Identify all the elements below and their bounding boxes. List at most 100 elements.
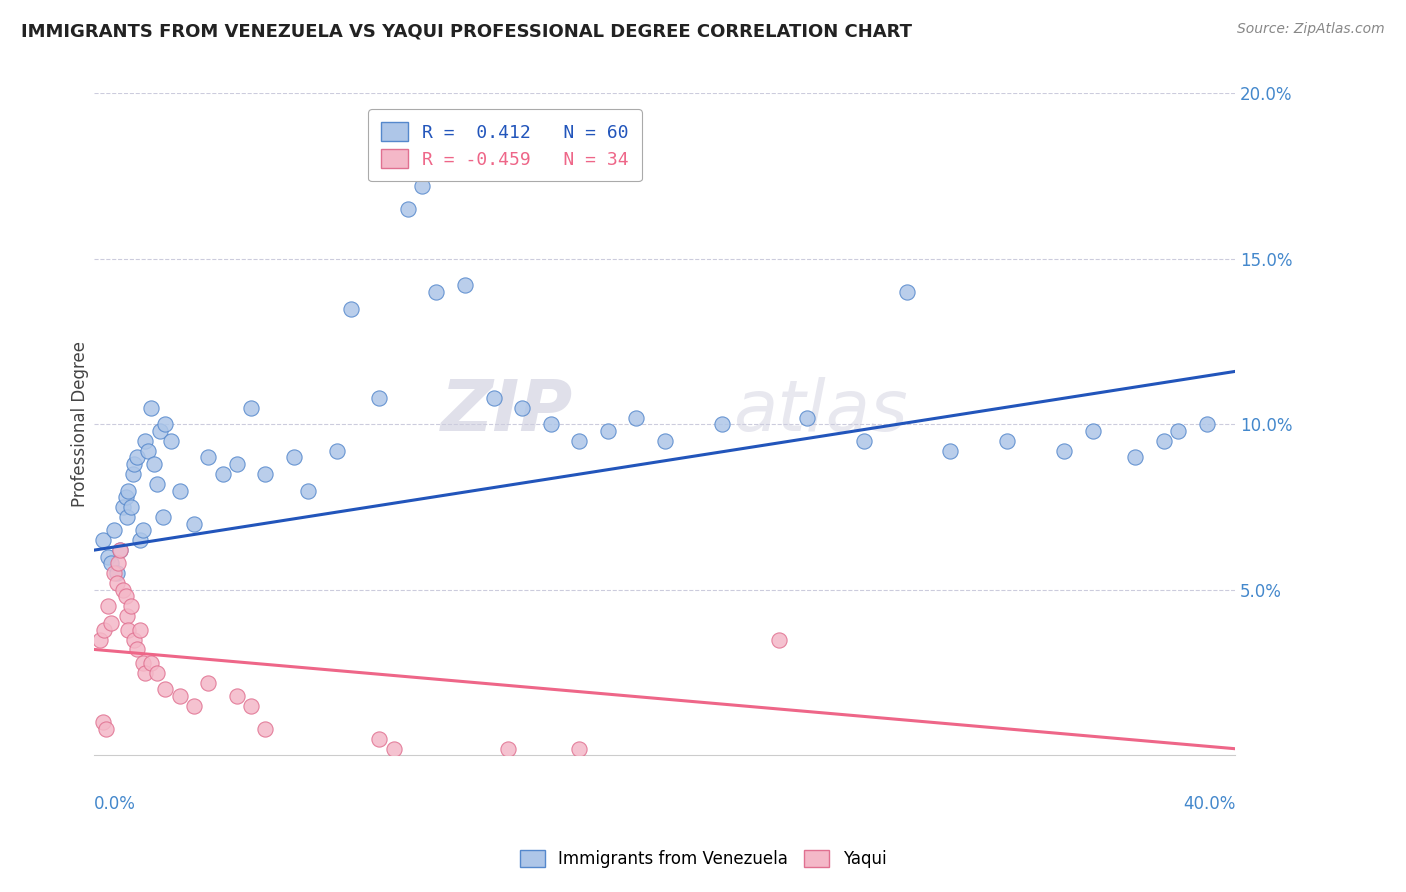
Point	[136, 443, 159, 458]
Point	[197, 675, 219, 690]
Point	[93, 623, 115, 637]
Point	[939, 443, 962, 458]
Point	[596, 424, 619, 438]
Point	[152, 510, 174, 524]
Point	[482, 391, 505, 405]
Point	[853, 434, 876, 448]
Point	[107, 557, 129, 571]
Point	[540, 417, 562, 432]
Point	[240, 698, 263, 713]
Point	[768, 632, 790, 647]
Point	[254, 722, 277, 736]
Point	[368, 731, 391, 746]
Point	[91, 715, 114, 730]
Point	[225, 689, 247, 703]
Point	[114, 590, 136, 604]
Point	[97, 549, 120, 564]
Legend: R =  0.412   N = 60, R = -0.459   N = 34: R = 0.412 N = 60, R = -0.459 N = 34	[368, 109, 641, 181]
Point	[568, 741, 591, 756]
Point	[283, 450, 305, 465]
Point	[121, 467, 143, 481]
Point	[141, 401, 163, 415]
Point	[128, 533, 150, 548]
Point	[105, 566, 128, 581]
Point	[1153, 434, 1175, 448]
Point	[510, 401, 533, 415]
Y-axis label: Professional Degree: Professional Degree	[72, 342, 89, 508]
Point	[125, 642, 148, 657]
Point	[120, 599, 142, 614]
Point	[100, 557, 122, 571]
Point	[1081, 424, 1104, 438]
Point	[197, 450, 219, 465]
Point	[131, 656, 153, 670]
Text: 40.0%: 40.0%	[1182, 795, 1236, 814]
Point	[94, 722, 117, 736]
Point	[111, 500, 134, 515]
Point	[183, 516, 205, 531]
Point	[91, 533, 114, 548]
Point	[454, 278, 477, 293]
Point	[297, 483, 319, 498]
Point	[169, 483, 191, 498]
Point	[796, 410, 818, 425]
Point	[97, 599, 120, 614]
Point	[1195, 417, 1218, 432]
Point	[396, 202, 419, 217]
Point	[254, 467, 277, 481]
Point	[108, 543, 131, 558]
Text: 0.0%: 0.0%	[94, 795, 136, 814]
Point	[240, 401, 263, 415]
Point	[624, 410, 647, 425]
Point	[122, 632, 145, 647]
Point	[100, 615, 122, 630]
Point	[710, 417, 733, 432]
Point	[496, 741, 519, 756]
Point	[125, 450, 148, 465]
Point	[89, 632, 111, 647]
Point	[108, 543, 131, 558]
Point	[183, 698, 205, 713]
Point	[995, 434, 1018, 448]
Point	[425, 285, 447, 299]
Point	[146, 477, 169, 491]
Point	[146, 665, 169, 680]
Point	[131, 523, 153, 537]
Point	[225, 457, 247, 471]
Point	[128, 623, 150, 637]
Point	[1167, 424, 1189, 438]
Point	[568, 434, 591, 448]
Point	[120, 500, 142, 515]
Point	[115, 510, 138, 524]
Text: atlas: atlas	[733, 376, 908, 446]
Point	[160, 434, 183, 448]
Point	[141, 656, 163, 670]
Point	[115, 609, 138, 624]
Point	[654, 434, 676, 448]
Point	[1053, 443, 1076, 458]
Point	[122, 457, 145, 471]
Point	[325, 443, 347, 458]
Point	[211, 467, 233, 481]
Point	[111, 582, 134, 597]
Point	[114, 490, 136, 504]
Point	[382, 741, 405, 756]
Point	[340, 301, 363, 316]
Text: IMMIGRANTS FROM VENEZUELA VS YAQUI PROFESSIONAL DEGREE CORRELATION CHART: IMMIGRANTS FROM VENEZUELA VS YAQUI PROFE…	[21, 22, 912, 40]
Point	[896, 285, 918, 299]
Point	[155, 417, 177, 432]
Point	[411, 179, 433, 194]
Point	[169, 689, 191, 703]
Point	[155, 682, 177, 697]
Point	[117, 483, 139, 498]
Point	[105, 576, 128, 591]
Point	[134, 434, 156, 448]
Legend: Immigrants from Venezuela, Yaqui: Immigrants from Venezuela, Yaqui	[513, 843, 893, 875]
Point	[143, 457, 166, 471]
Text: ZIP: ZIP	[441, 376, 574, 446]
Point	[134, 665, 156, 680]
Point	[117, 623, 139, 637]
Point	[1125, 450, 1147, 465]
Point	[103, 566, 125, 581]
Point	[149, 424, 172, 438]
